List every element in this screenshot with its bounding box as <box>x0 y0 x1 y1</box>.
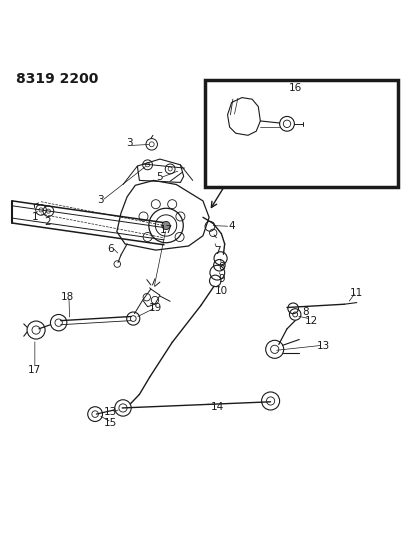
Text: 8: 8 <box>218 262 224 271</box>
Text: 18: 18 <box>61 292 74 302</box>
Text: 15: 15 <box>104 418 117 428</box>
Text: 13: 13 <box>317 342 330 351</box>
Text: 17: 17 <box>28 365 41 375</box>
Text: 1: 1 <box>31 212 38 222</box>
Text: 11: 11 <box>349 288 362 298</box>
Text: 13: 13 <box>104 407 117 417</box>
Text: 9: 9 <box>218 274 224 284</box>
Text: 5: 5 <box>156 172 163 182</box>
Text: 4: 4 <box>228 221 234 231</box>
Text: 14: 14 <box>210 402 223 411</box>
Text: 12: 12 <box>304 316 317 326</box>
Text: 8: 8 <box>301 308 308 318</box>
Text: 16: 16 <box>288 83 301 93</box>
Text: 6: 6 <box>107 244 114 254</box>
Text: 3: 3 <box>97 195 103 205</box>
Text: 2: 2 <box>44 217 50 227</box>
Text: 19: 19 <box>149 303 162 313</box>
Text: 7: 7 <box>213 246 220 256</box>
Text: 3: 3 <box>126 139 132 149</box>
Bar <box>204 80 397 187</box>
Text: 10: 10 <box>214 286 227 296</box>
Text: 8319 2200: 8319 2200 <box>16 72 99 86</box>
Circle shape <box>162 221 170 230</box>
Text: 17: 17 <box>159 225 172 236</box>
